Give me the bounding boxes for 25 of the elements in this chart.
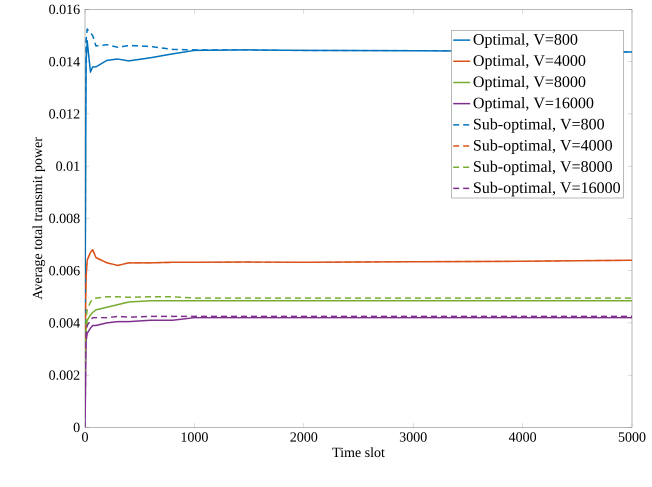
legend-label: Sub-optimal, V=4000 [474, 139, 612, 154]
x-tick-label: 3000 [400, 432, 427, 442]
x-axis-title: Time slot [332, 447, 385, 457]
x-tick-label: 4000 [508, 432, 536, 442]
x-tick-label: 1000 [182, 432, 208, 442]
x-tick-label: 2000 [290, 432, 318, 442]
legend-label: Sub-optimal, V=16000 [474, 182, 620, 196]
y-tick-label: 0.008 [49, 213, 80, 223]
y-axis-title: Average total transmit power [32, 137, 46, 300]
x-tick-label: 5000 [618, 432, 646, 442]
y-tick-label: 0 [74, 422, 80, 432]
legend-label: Sub-optimal, V=8000 [474, 160, 612, 175]
legend-label: Optimal, V=8000 [474, 76, 586, 90]
y-tick-label: 0.014 [49, 56, 80, 66]
y-tick-label: 0.016 [49, 4, 80, 14]
y-tick-label: 0.01 [56, 161, 80, 171]
y-tick-label: 0.004 [49, 318, 80, 328]
legend-label: Optimal, V=4000 [474, 54, 586, 69]
y-tick-label: 0.012 [49, 108, 80, 118]
y-tick-label: 0.002 [49, 370, 80, 380]
legend-label: Optimal, V=16000 [474, 96, 594, 112]
y-tick-label: 0.006 [49, 266, 80, 276]
legend-label: Optimal, V=800 [474, 33, 578, 48]
x-tick-label: 0 [82, 432, 88, 442]
legend-label: Sub-optimal, V=800 [474, 118, 604, 133]
